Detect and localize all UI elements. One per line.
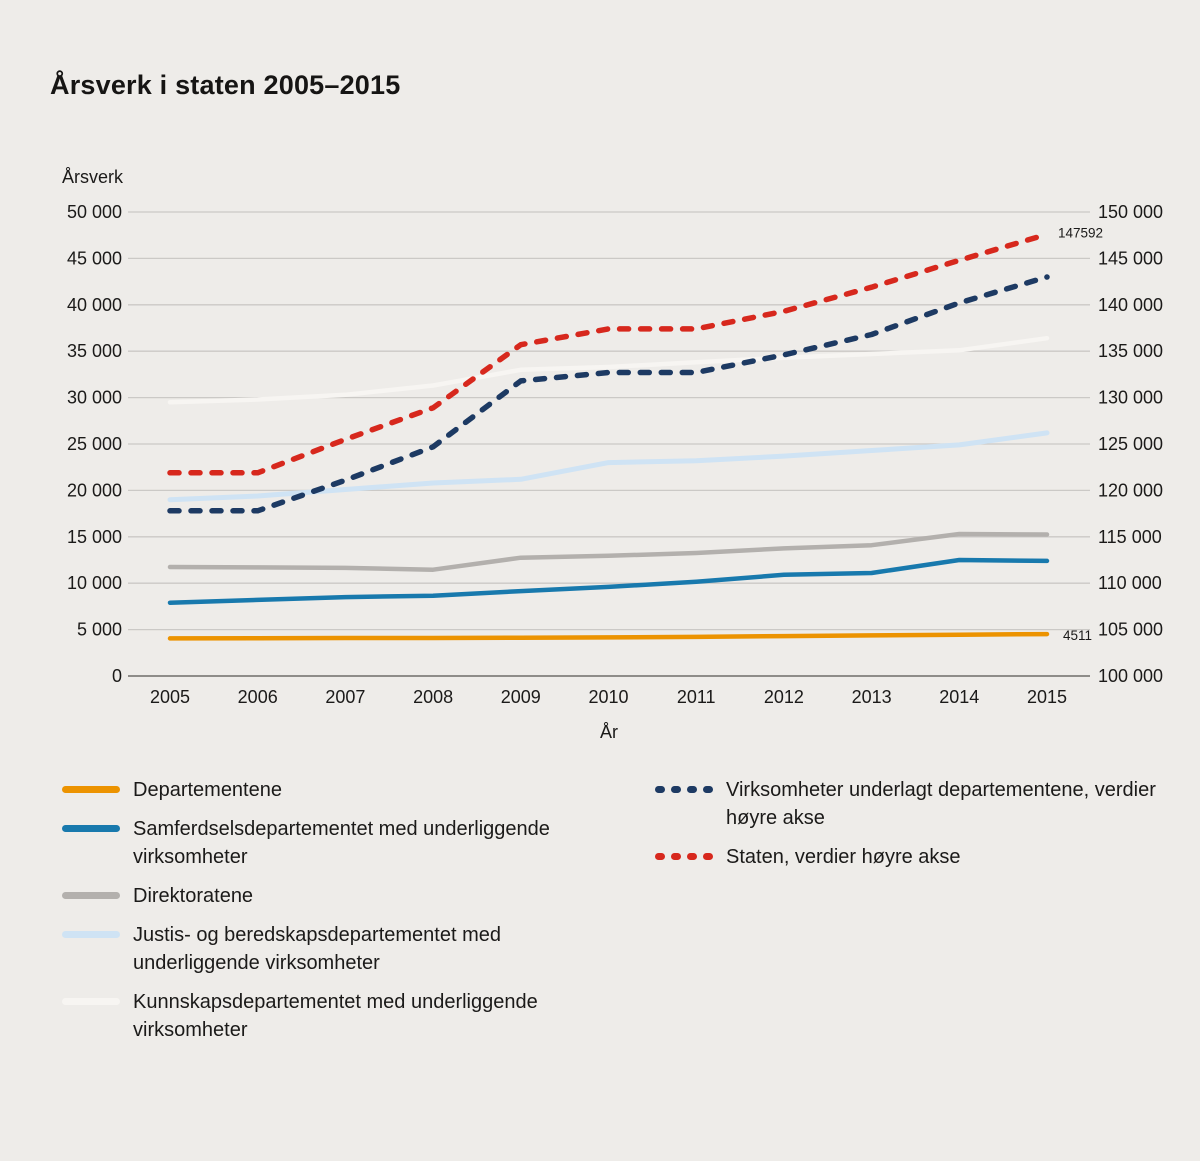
y-left-tick-label: 0 — [112, 666, 122, 686]
y-left-tick-label: 30 000 — [67, 388, 122, 408]
y-right-tick-label: 150 000 — [1098, 202, 1163, 222]
y-axis-title: Årsverk — [62, 167, 124, 187]
line-chart-plot: 0 100 000 5 000 105 000 10 000 110 000 15 000 1… — [67, 202, 1163, 707]
x-axis-title: År — [600, 722, 618, 742]
series-line-direktoratene — [167, 531, 1050, 572]
legend-swatch-departementene — [62, 786, 120, 793]
y-right-tick-label: 100 000 — [1098, 666, 1163, 686]
series-line-departementene — [167, 631, 1050, 641]
legend-label: Samferdselsdepartementet med underliggen… — [133, 818, 550, 868]
series-line-staten-verdier-h-yre-akse — [167, 231, 1050, 476]
x-tick-label: 2015 — [1027, 687, 1067, 707]
x-tick-label: 2013 — [852, 687, 892, 707]
x-tick-label: 2009 — [501, 687, 541, 707]
legend-label: Kunnskapsdepartementet med underliggende… — [133, 991, 538, 1041]
y-left-tick-label: 45 000 — [67, 248, 122, 268]
series-line-justis-og-beredskapsdepartementet-med-unde — [167, 430, 1050, 503]
legend-item-departementene: Departementene — [62, 776, 582, 804]
legend-item-justis-og-beredskapsdepartementet-med-unde: Justis- og beredskapsdepartementet med u… — [62, 921, 582, 977]
y-left-tick-label: 35 000 — [67, 341, 122, 361]
x-tick-label: 2005 — [150, 687, 190, 707]
y-right-tick-label: 135 000 — [1098, 341, 1163, 361]
legend-item-kunnskapsdepartementet-med-underliggende-v: Kunnskapsdepartementet med underliggende… — [62, 988, 582, 1044]
series-line-kunnskapsdepartementet-med-underliggende-v — [167, 335, 1050, 405]
data-label-departementene: 4511 — [1063, 628, 1092, 643]
y-left-tick-label: 5 000 — [77, 620, 122, 640]
legend-label: Staten, verdier høyre akse — [726, 846, 961, 868]
legend-swatch-kunnskapsdepartementet-med-underliggende-v — [62, 998, 120, 1005]
y-right-tick-label: 115 000 — [1098, 527, 1162, 547]
legend-label: Departementene — [133, 779, 282, 801]
legend-item-staten-verdier-h-yre-akse: Staten, verdier høyre akse — [655, 843, 1175, 871]
x-tick-label: 2010 — [588, 687, 628, 707]
series-line-virksomheter-underlagt-departementene-verd — [167, 274, 1050, 514]
x-tick-label: 2014 — [939, 687, 979, 707]
y-right-tick-label: 145 000 — [1098, 248, 1163, 268]
y-left-tick-label: 10 000 — [67, 573, 122, 593]
x-tick-label: 2007 — [325, 687, 365, 707]
legend-swatch-direktoratene — [62, 892, 120, 899]
legend-swatch-justis-og-beredskapsdepartementet-med-unde — [62, 931, 120, 938]
y-right-tick-label: 140 000 — [1098, 295, 1163, 315]
legend-label: Virksomheter underlagt departementene, v… — [726, 779, 1156, 829]
data-label-staten-verdier-h-yre-akse: 147592 — [1058, 225, 1103, 240]
legend-swatch-samferdselsdepartementet-med-underliggende — [62, 825, 120, 832]
y-left-tick-label: 25 000 — [67, 434, 122, 454]
legend-label: Direktoratene — [133, 885, 254, 907]
y-right-tick-label: 130 000 — [1098, 388, 1163, 408]
legend-item-direktoratene: Direktoratene — [62, 882, 582, 910]
chart-title: Årsverk i staten 2005–2015 — [50, 70, 401, 100]
y-left-tick-label: 15 000 — [67, 527, 122, 547]
x-tick-label: 2006 — [238, 687, 278, 707]
y-right-tick-label: 120 000 — [1098, 480, 1163, 500]
legend-swatch-staten-verdier-h-yre-akse — [655, 853, 713, 860]
x-tick-label: 2012 — [764, 687, 804, 707]
legend-item-virksomheter-underlagt-departementene-verd: Virksomheter underlagt departementene, v… — [655, 776, 1175, 832]
y-right-tick-label: 105 000 — [1098, 620, 1163, 640]
legend-left-column: Departementene Samferdselsdepartementet m… — [62, 776, 582, 1044]
legend-right-column: Virksomheter underlagt departementene, v… — [655, 776, 1175, 871]
y-left-tick-label: 20 000 — [67, 480, 122, 500]
series-line-samferdselsdepartementet-med-underliggende — [167, 557, 1050, 605]
y-left-tick-label: 50 000 — [67, 202, 122, 222]
legend-swatch-virksomheter-underlagt-departementene-verd — [655, 786, 713, 793]
x-tick-label: 2011 — [677, 687, 716, 707]
legend-item-samferdselsdepartementet-med-underliggende: Samferdselsdepartementet med underliggen… — [62, 815, 582, 871]
y-right-tick-label: 110 000 — [1098, 573, 1162, 593]
y-left-tick-label: 40 000 — [67, 295, 122, 315]
x-tick-label: 2008 — [413, 687, 453, 707]
legend-label: Justis- og beredskapsdepartementet med u… — [133, 924, 501, 974]
y-right-tick-label: 125 000 — [1098, 434, 1163, 454]
